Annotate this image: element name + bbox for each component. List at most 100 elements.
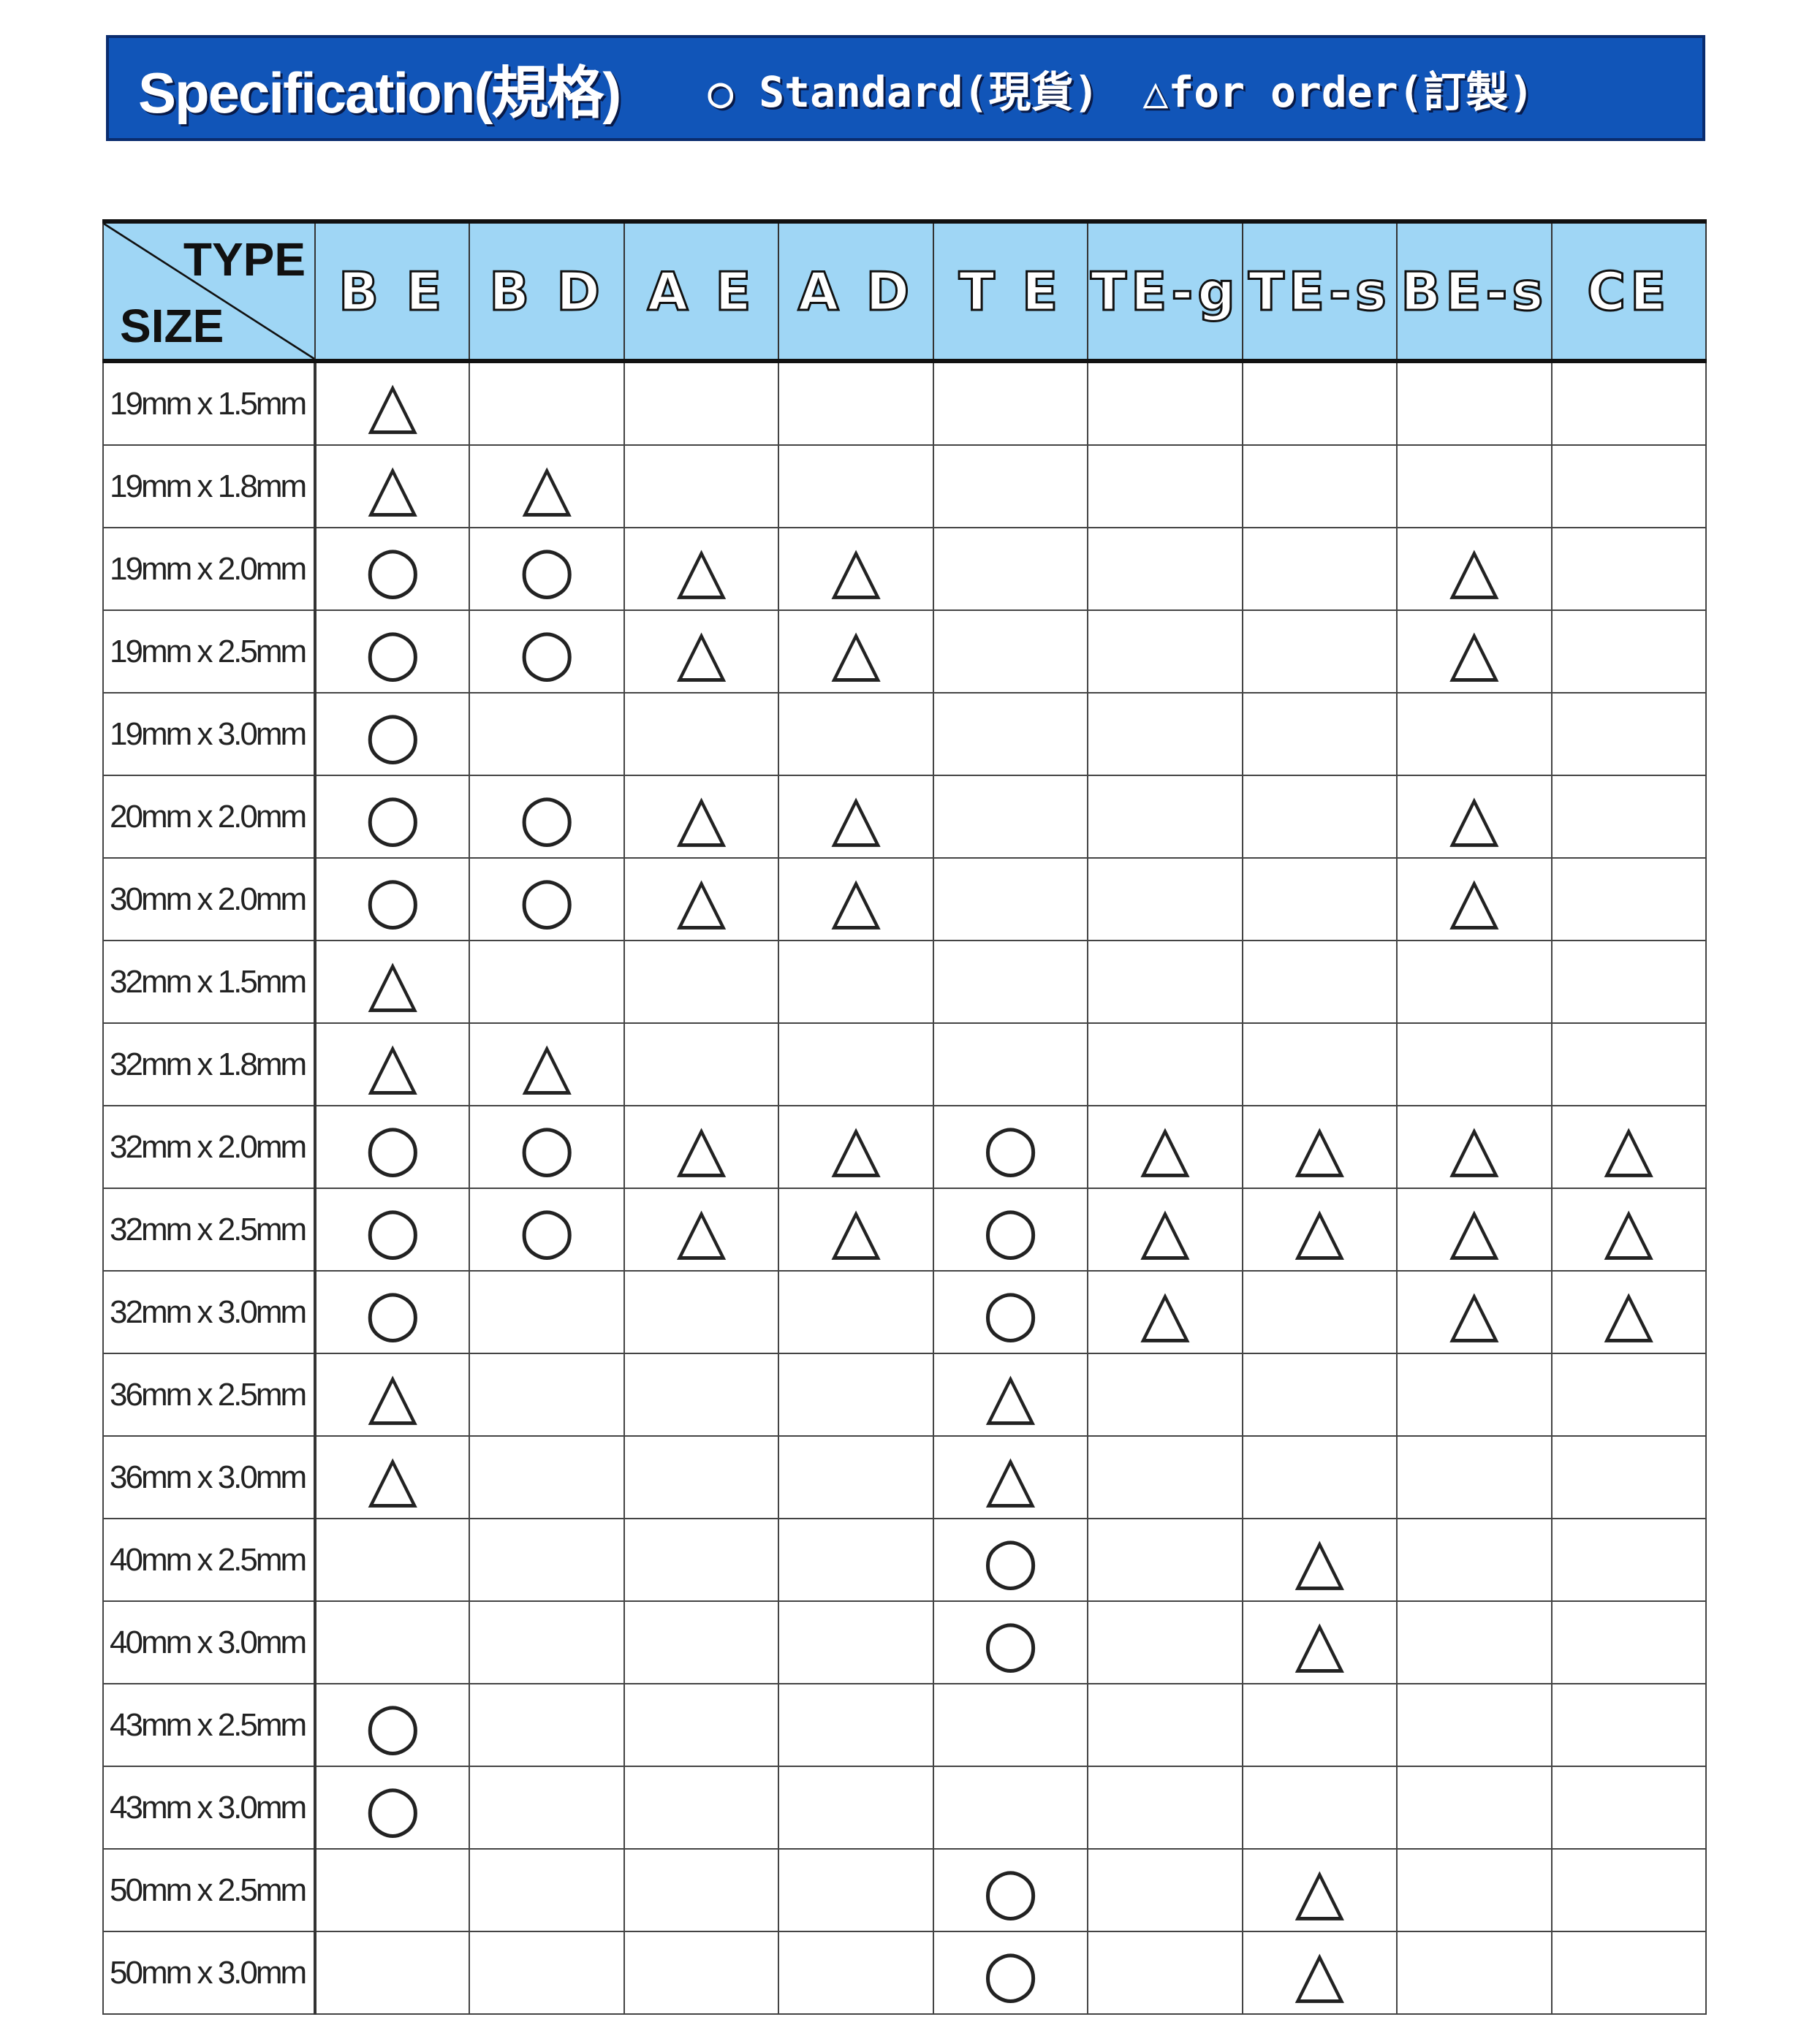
order-mark: △ [623, 609, 780, 694]
size-cell: 40mm x 3.0mm [102, 1600, 316, 1684]
size-cell: 19mm x 2.5mm [102, 609, 316, 694]
order-mark: △ [1396, 857, 1553, 941]
empty-cell [623, 1270, 780, 1354]
size-cell: 32mm x 3.0mm [102, 1270, 316, 1354]
column-header: TE-s [1241, 221, 1398, 362]
table-row: 19mm x 2.0mm ○ ○ △ △ △ [102, 527, 1707, 611]
empty-cell [469, 1353, 625, 1437]
empty-cell [623, 1848, 780, 1932]
empty-cell [1087, 1435, 1243, 1519]
empty-cell [623, 692, 780, 776]
empty-cell [932, 692, 1089, 776]
order-mark: △ [314, 1022, 471, 1106]
column-header: TE-g [1087, 221, 1243, 362]
size-cell: 32mm x 2.5mm [102, 1188, 316, 1272]
empty-cell [1396, 1683, 1553, 1767]
table-row: 19mm x 1.5mm △ [102, 360, 1707, 446]
empty-cell [778, 1518, 934, 1602]
empty-cell [623, 1353, 780, 1437]
empty-cell [469, 1766, 625, 1850]
empty-cell [1396, 1931, 1553, 2015]
table-row: 19mm x 3.0mm ○ [102, 692, 1707, 776]
size-cell: 19mm x 1.5mm [102, 360, 316, 446]
standard-mark: ○ [314, 692, 471, 776]
empty-cell [778, 444, 934, 528]
empty-cell [623, 1022, 780, 1106]
empty-cell [1241, 609, 1398, 694]
order-mark: △ [778, 857, 934, 941]
table-row: 40mm x 2.5mm ○ △ [102, 1518, 1707, 1602]
empty-cell [932, 1766, 1089, 1850]
empty-cell [1550, 1518, 1707, 1602]
order-mark: △ [778, 527, 934, 611]
order-mark: △ [1241, 1105, 1398, 1189]
standard-mark: ○ [932, 1270, 1089, 1354]
column-header: CE [1550, 221, 1707, 362]
order-mark: △ [1087, 1105, 1243, 1189]
size-cell: 19mm x 2.0mm [102, 527, 316, 611]
size-cell: 50mm x 3.0mm [102, 1931, 316, 2015]
order-mark: △ [1087, 1270, 1243, 1354]
size-cell: 43mm x 2.5mm [102, 1683, 316, 1767]
standard-mark: ○ [932, 1518, 1089, 1602]
corner-header: TYPE SIZE [102, 221, 316, 362]
table-row: 36mm x 3.0mm △ △ [102, 1435, 1707, 1519]
empty-cell [469, 1435, 625, 1519]
empty-cell [1087, 1848, 1243, 1932]
order-mark: △ [1550, 1105, 1707, 1189]
empty-cell [623, 1435, 780, 1519]
empty-cell [469, 1270, 625, 1354]
empty-cell [1087, 940, 1243, 1024]
empty-cell [623, 360, 780, 446]
size-cell: 36mm x 2.5mm [102, 1353, 316, 1437]
standard-mark: ○ [932, 1931, 1089, 2015]
empty-cell [1396, 1353, 1553, 1437]
empty-cell [932, 940, 1089, 1024]
order-mark: △ [1396, 609, 1553, 694]
empty-cell [1550, 1848, 1707, 1932]
empty-cell [932, 609, 1089, 694]
standard-mark: ○ [932, 1105, 1089, 1189]
size-cell: 20mm x 2.0mm [102, 775, 316, 859]
column-header: B E [314, 221, 471, 362]
empty-cell [1550, 609, 1707, 694]
order-mark: △ [1396, 1270, 1553, 1354]
empty-cell [1550, 1353, 1707, 1437]
size-cell: 19mm x 3.0mm [102, 692, 316, 776]
empty-cell [623, 1600, 780, 1684]
spec-banner: Specification(規格) ○ Standard(現貨) △for or… [106, 35, 1705, 141]
empty-cell [778, 1600, 934, 1684]
empty-cell [1550, 1435, 1707, 1519]
order-mark: △ [1396, 527, 1553, 611]
empty-cell [932, 1683, 1089, 1767]
standard-mark: ○ [932, 1848, 1089, 1932]
size-cell: 32mm x 1.5mm [102, 940, 316, 1024]
standard-mark: ○ [314, 1766, 471, 1850]
empty-cell [1087, 1353, 1243, 1437]
empty-cell [1241, 1683, 1398, 1767]
type-label: TYPE [183, 233, 306, 286]
order-mark: △ [1396, 775, 1553, 859]
empty-cell [778, 1270, 934, 1354]
empty-cell [1087, 1518, 1243, 1602]
column-header: B D [469, 221, 625, 362]
empty-cell [1550, 1022, 1707, 1106]
empty-cell [1087, 1683, 1243, 1767]
empty-cell [314, 1518, 471, 1602]
table-row: 32mm x 1.5mm △ [102, 940, 1707, 1024]
empty-cell [623, 444, 780, 528]
empty-cell [778, 1683, 934, 1767]
table-row: 40mm x 3.0mm ○ △ [102, 1600, 1707, 1684]
order-mark: △ [1241, 1188, 1398, 1272]
size-cell: 32mm x 1.8mm [102, 1022, 316, 1106]
size-cell: 32mm x 2.0mm [102, 1105, 316, 1189]
empty-cell [469, 940, 625, 1024]
order-mark: △ [1550, 1188, 1707, 1272]
size-cell: 50mm x 2.5mm [102, 1848, 316, 1932]
empty-cell [1396, 940, 1553, 1024]
empty-cell [1396, 1435, 1553, 1519]
order-mark: △ [623, 857, 780, 941]
order-mark: △ [623, 527, 780, 611]
empty-cell [1550, 444, 1707, 528]
